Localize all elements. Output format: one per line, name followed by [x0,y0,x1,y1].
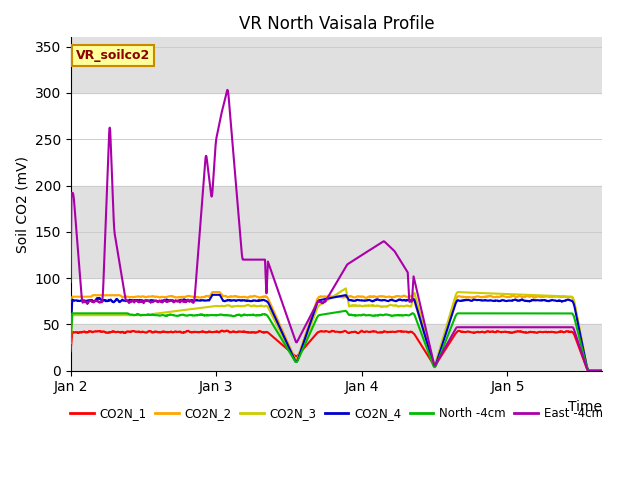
Bar [70,37,602,93]
Title: VR North Vaisala Profile: VR North Vaisala Profile [239,15,434,33]
Bar [70,324,602,371]
Legend: CO2N_1, CO2N_2, CO2N_3, CO2N_4, North -4cm, East -4cm: CO2N_1, CO2N_2, CO2N_3, CO2N_4, North -4… [65,402,607,425]
Text: VR_soilco2: VR_soilco2 [76,49,150,62]
X-axis label: Time: Time [568,400,602,414]
Bar [70,186,602,278]
Y-axis label: Soil CO2 (mV): Soil CO2 (mV) [15,156,29,252]
